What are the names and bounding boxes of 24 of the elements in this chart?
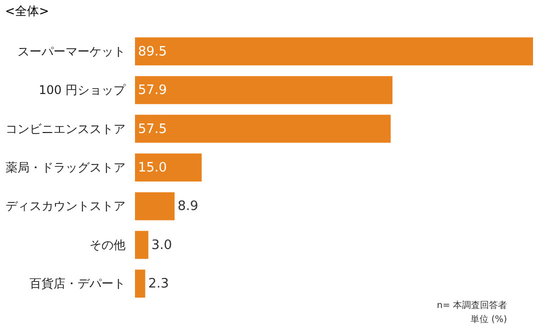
data-label: 15.0 bbox=[138, 160, 167, 176]
annotation: n= 本調査回答者 bbox=[436, 300, 507, 311]
data-label: 8.9 bbox=[178, 199, 198, 214]
bar bbox=[135, 37, 533, 66]
data-label: 57.9 bbox=[138, 83, 167, 98]
y-tick-label: その他 bbox=[90, 238, 126, 252]
y-tick-label: スーパーマーケット bbox=[18, 44, 126, 58]
y-tick-label: 100 円ショップ bbox=[38, 83, 126, 98]
bar bbox=[135, 270, 146, 298]
y-tick-label: 百貨店・デパート bbox=[30, 276, 126, 291]
bar bbox=[135, 192, 175, 220]
y-tick-label: コンビニエンスストア bbox=[6, 122, 126, 136]
text: <全体> bbox=[5, 4, 50, 18]
bar bbox=[135, 154, 202, 182]
bar bbox=[135, 76, 392, 104]
data-label: 2.3 bbox=[148, 276, 169, 292]
y-tick-label: ディスカウントストア bbox=[6, 199, 126, 214]
bar bbox=[135, 114, 391, 143]
annotation: 単位 (%) bbox=[470, 314, 507, 325]
data-label: 57.5 bbox=[138, 122, 167, 137]
bar bbox=[135, 230, 148, 259]
y-tick-label: 薬局・ドラッグストア bbox=[6, 160, 126, 174]
data-label: 3.0 bbox=[151, 238, 172, 253]
data-label: 89.5 bbox=[138, 44, 167, 60]
